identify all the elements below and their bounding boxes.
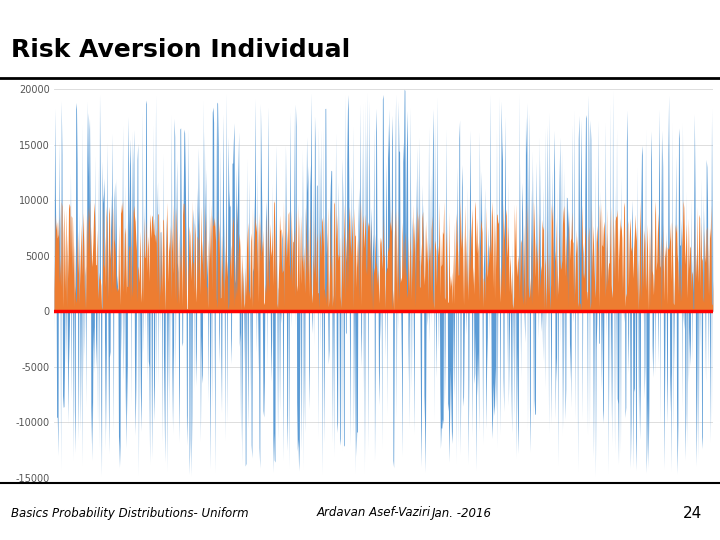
Text: Jan. -2016: Jan. -2016	[432, 507, 492, 519]
Text: Basics Probability Distributions- Uniform: Basics Probability Distributions- Unifor…	[11, 507, 248, 519]
Text: Risk Aversion Individual: Risk Aversion Individual	[11, 38, 350, 62]
Text: 24: 24	[683, 505, 702, 521]
Text: Ardavan Asef-Vaziri: Ardavan Asef-Vaziri	[317, 507, 431, 519]
